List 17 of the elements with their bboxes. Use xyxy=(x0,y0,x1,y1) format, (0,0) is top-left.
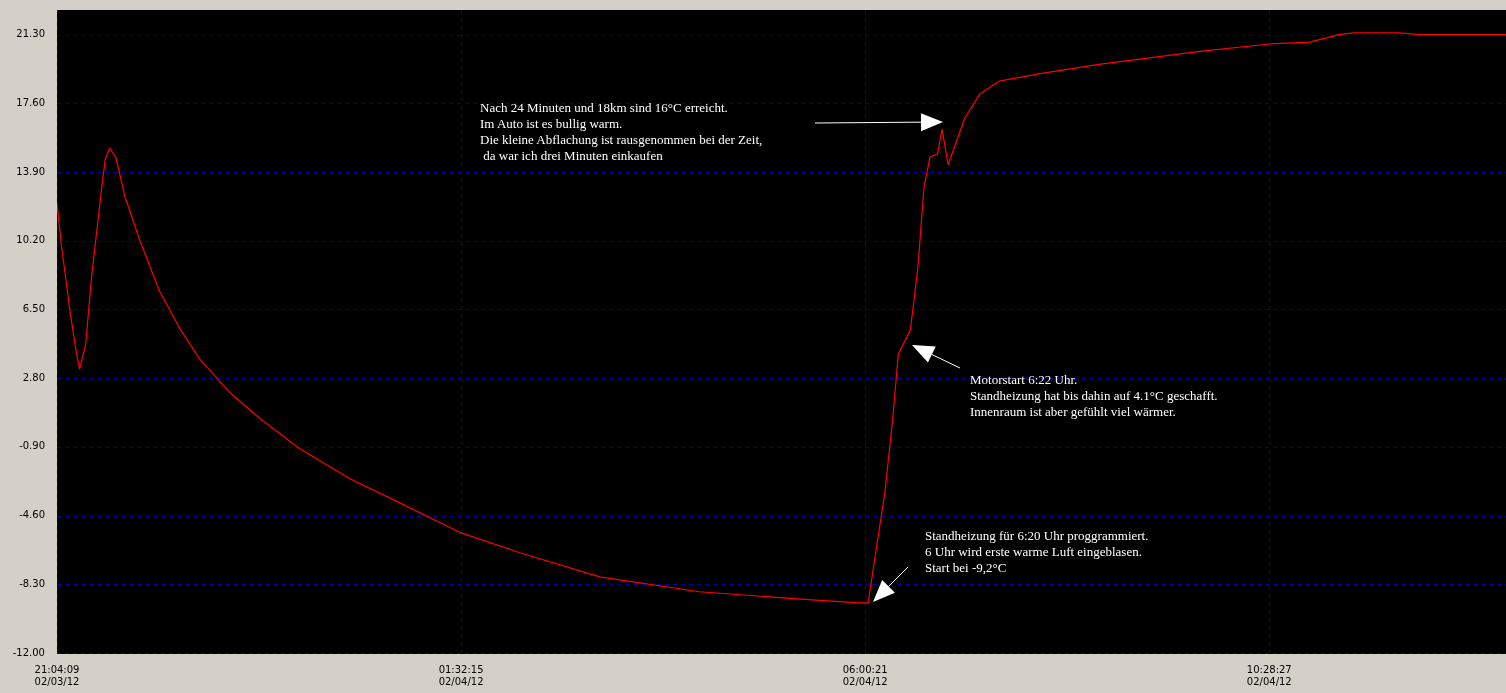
y-tick-label: -12.00 xyxy=(12,646,45,658)
y-tick-label: -8.30 xyxy=(19,577,45,589)
annotation: Motorstart 6:22 Uhr. Standheizung hat bis dahin auf 4.1°C geschafft. Innenraum ist aber gefühlt viel wärmer. xyxy=(970,372,1218,420)
y-tick-label: 21.30 xyxy=(16,28,45,40)
x-tick-label: 01:32:15 02/04/12 xyxy=(438,663,484,687)
annotation: Standheizung für 6:20 Uhr proggrammiert. 6 Uhr wird erste warme Luft eingeblasen. Start bei -9,2°C xyxy=(925,528,1149,576)
y-tick-label: 10.20 xyxy=(16,234,45,246)
y-tick-label: 6.50 xyxy=(22,303,45,315)
x-tick-label: 21:04:09 02/03/12 xyxy=(34,663,80,687)
x-tick-label: 06:00:21 02/04/12 xyxy=(842,663,888,687)
y-tick-label: 13.90 xyxy=(16,165,45,177)
x-tick-label: 10:28:27 02/04/12 xyxy=(1246,663,1292,687)
y-tick-label: 17.60 xyxy=(16,96,45,108)
y-tick-label: -0.90 xyxy=(19,440,45,452)
y-tick-label: 2.80 xyxy=(22,371,45,383)
y-tick-label: -4.60 xyxy=(19,509,45,521)
annotation: Nach 24 Minuten und 18km sind 16°C erreicht. Im Auto ist es bullig warm. Die kleine Abflachung ist rausgenommen bei der Zeit, da war ich drei Minuten einkaufen xyxy=(480,100,763,164)
